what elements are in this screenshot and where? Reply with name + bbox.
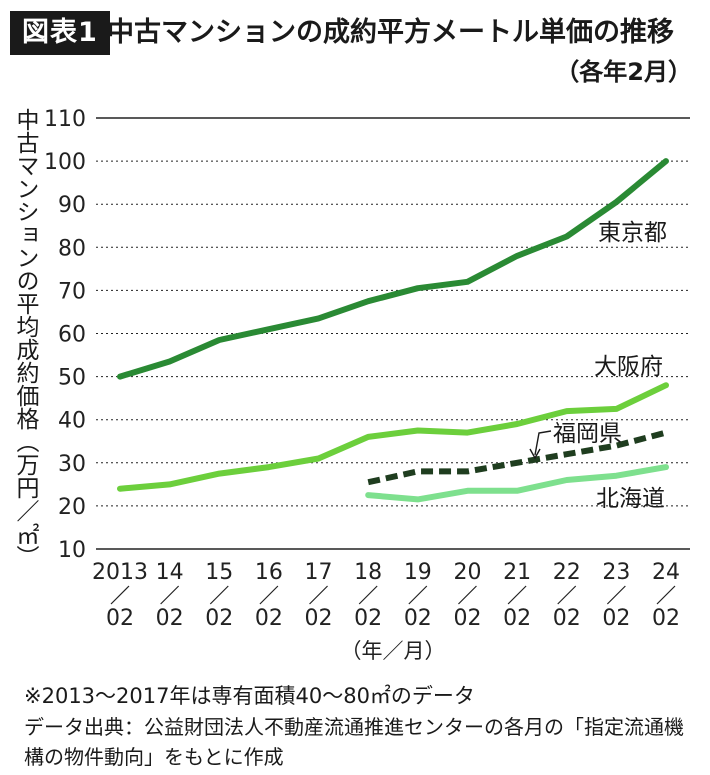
x-tick-year: 18	[354, 560, 382, 585]
x-tick-year: 21	[503, 560, 531, 585]
y-tick-label: 100	[44, 150, 86, 175]
y-tick-label: 20	[58, 495, 86, 520]
y-axis-label: 中古マンションの平均成約価格（万円／㎡）	[12, 108, 38, 568]
series-line-4	[365, 464, 669, 503]
x-tick-slash	[309, 585, 328, 605]
footnote: ※2013〜2017年は専有面積40〜80㎡のデータ	[24, 684, 475, 708]
x-tick-slash	[557, 585, 577, 605]
y-tick-label: 40	[58, 409, 86, 434]
chart-subtitle: （各年2月）	[555, 58, 692, 86]
x-tick-month: 02	[602, 606, 630, 631]
x-tick-month: 02	[503, 606, 531, 631]
x-tick-month: 02	[553, 606, 581, 631]
x-tick-year: 15	[205, 560, 233, 585]
x-tick-slash	[160, 585, 180, 605]
y-tick-label: 90	[58, 193, 86, 218]
x-tick-year: 24	[652, 560, 680, 585]
x-tick-slash	[606, 585, 626, 605]
x-tick-slash	[507, 585, 527, 605]
y-tick-label: 110	[44, 107, 86, 132]
x-tick-year: 20	[453, 560, 481, 585]
y-tick-label: 60	[58, 323, 86, 348]
x-tick-slash	[358, 585, 378, 605]
y-tick-label: 70	[58, 279, 86, 304]
x-tick-month: 02	[404, 606, 432, 631]
x-tick-year: 2013	[92, 560, 148, 585]
x-tick-month: 02	[205, 606, 233, 631]
chart-title: 中古マンションの成約平方メートル単価の推移	[107, 17, 674, 48]
x-tick-month: 02	[106, 606, 134, 631]
x-tick-year: 16	[255, 560, 283, 585]
series-line-3	[367, 429, 667, 486]
x-tick-slash	[458, 585, 477, 605]
x-axis-label: （年／月）	[341, 639, 446, 663]
x-tick-year: 14	[156, 560, 184, 585]
x-tick-month: 02	[453, 606, 481, 631]
x-tick-slash	[656, 585, 676, 605]
series-line-1	[117, 158, 669, 380]
x-tick-month: 02	[354, 606, 382, 631]
x-tick-year: 22	[553, 560, 581, 585]
label-leader-line	[534, 430, 552, 456]
y-tick-label: 30	[58, 452, 86, 477]
x-tick-year: 17	[305, 560, 333, 585]
x-tick-year: 23	[602, 560, 630, 585]
x-tick-month: 02	[652, 606, 680, 631]
series-label: 北海道	[596, 486, 665, 512]
series-label: 東京都	[598, 220, 667, 246]
x-tick-month: 02	[156, 606, 184, 631]
figure-badge: 図表1	[10, 11, 110, 55]
label-leader-arrow	[529, 448, 541, 460]
x-tick-year: 19	[404, 560, 432, 585]
x-tick-slash	[209, 585, 229, 605]
series-label: 福岡県	[553, 421, 622, 447]
y-tick-label: 10	[58, 538, 86, 563]
source-note: データ出典：公益財団法人不動産流通推進センターの各月の「指定流通機構の物件動向」…	[24, 715, 684, 769]
y-tick-label: 80	[58, 236, 86, 261]
x-tick-slash	[259, 585, 279, 605]
x-tick-month: 02	[305, 606, 333, 631]
y-tick-label: 50	[58, 366, 86, 391]
x-tick-slash	[408, 585, 428, 605]
series-line-2	[117, 382, 669, 492]
x-tick-month: 02	[255, 606, 283, 631]
x-tick-slash	[110, 585, 130, 605]
series-label: 大阪府	[594, 354, 663, 380]
